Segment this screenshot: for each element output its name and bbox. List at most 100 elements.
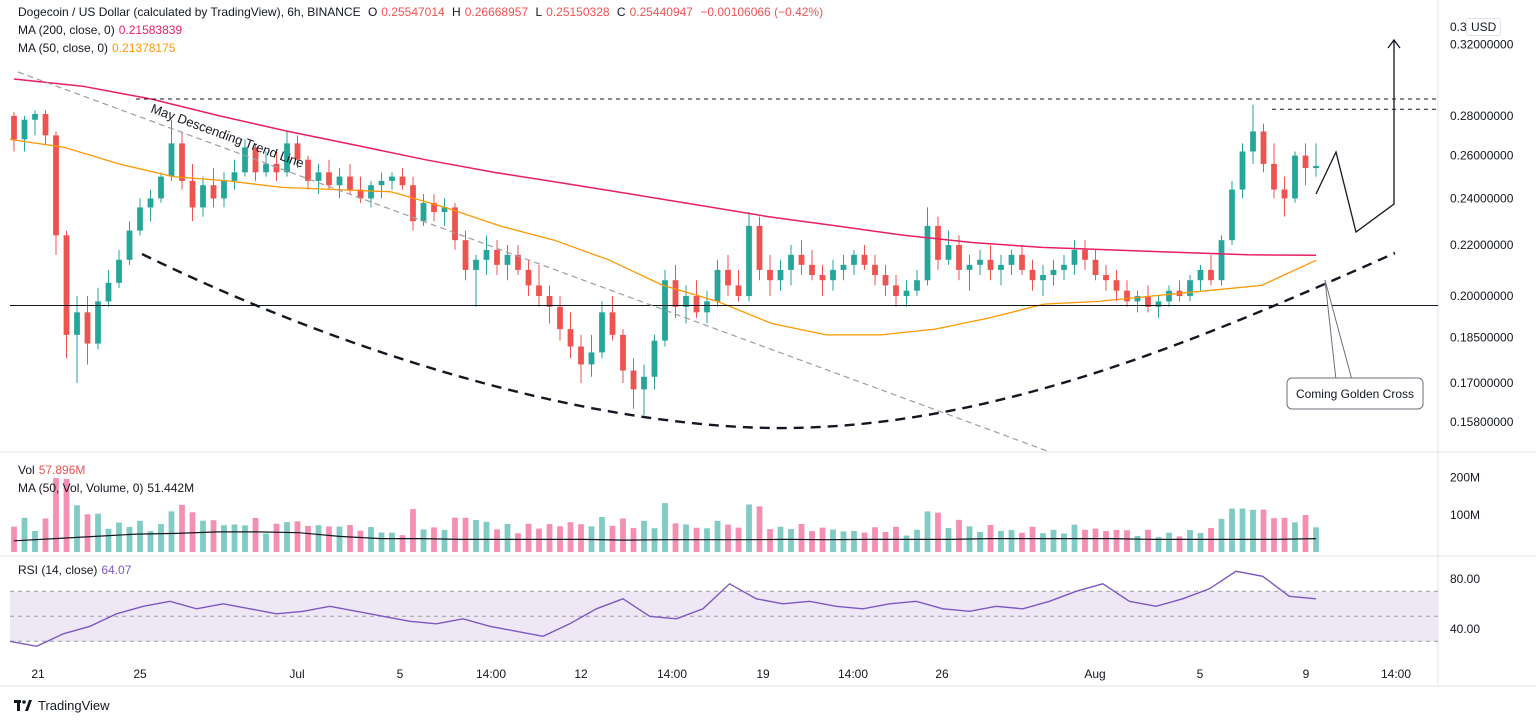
ma200-legend[interactable]: MA (200, close, 0) 0.21583839 <box>18 22 186 38</box>
currency-badge[interactable]: USD <box>1466 18 1502 36</box>
candle-body <box>567 329 574 347</box>
close-label: C <box>616 5 626 19</box>
volume-bar <box>1103 531 1109 552</box>
price-tick-label: 0.20000000 <box>1450 289 1514 303</box>
time-tick-label: 26 <box>935 667 949 681</box>
candle-body <box>1250 131 1256 152</box>
volume-bar <box>1302 515 1309 552</box>
projection-arrowhead <box>1387 38 1401 49</box>
volume-bar <box>368 527 374 552</box>
volume-bar <box>431 527 437 552</box>
rsi-pane[interactable] <box>9 570 1438 648</box>
volume-bar <box>32 530 38 552</box>
candle-body <box>483 249 490 260</box>
volume-bar <box>525 523 532 552</box>
candle-body <box>1145 296 1151 307</box>
time-tick-label: 5 <box>1197 667 1204 681</box>
volume-bar <box>441 529 448 552</box>
candle-body <box>525 269 532 286</box>
time-tick-label: 14:00 <box>657 667 687 681</box>
volume-bar <box>861 532 868 552</box>
volume-bar <box>105 528 112 552</box>
volume-bar <box>788 528 794 552</box>
vol-legend[interactable]: Vol 57.896M <box>18 462 89 478</box>
price-pane[interactable] <box>9 78 1319 416</box>
candle-body <box>1008 254 1015 265</box>
projection-path <box>1315 40 1395 234</box>
candle-body <box>452 207 458 241</box>
ma50-line <box>9 138 1317 336</box>
candle-body <box>1239 151 1246 190</box>
ma200-line <box>13 78 1317 257</box>
volume-bar <box>641 520 647 552</box>
symbol-legend: Dogecoin / US Dollar (calculated by Trad… <box>18 4 827 20</box>
candle-body <box>1218 240 1225 281</box>
candle-body <box>1029 269 1036 281</box>
rsi-tick-label: 40.00 <box>1450 622 1480 636</box>
candle-body <box>168 143 175 177</box>
volume-bar <box>53 478 59 552</box>
volume-bar <box>1313 527 1319 552</box>
volume-bar <box>357 530 364 552</box>
volume-bar <box>315 525 322 552</box>
candle-body <box>599 312 605 353</box>
candle-body <box>284 143 290 173</box>
candle-body <box>53 135 59 236</box>
vol-label: Vol <box>18 463 35 477</box>
ma50-legend[interactable]: MA (50, close, 0) 0.21378175 <box>18 40 179 56</box>
candle-body <box>1092 259 1099 276</box>
time-tick-label: 5 <box>397 667 404 681</box>
volume-bar <box>305 525 311 552</box>
volume-bar <box>21 517 28 552</box>
volume-bar <box>851 530 857 552</box>
footer-brand[interactable]: TradingView <box>14 698 110 713</box>
candle-body <box>1260 131 1267 164</box>
candle-body <box>1061 264 1067 270</box>
candle-body <box>441 207 448 212</box>
candle-body <box>462 240 469 270</box>
vol-value: 57.896M <box>38 463 86 477</box>
candle-body <box>1281 189 1288 199</box>
callout-label: Coming Golden Cross <box>1296 387 1414 401</box>
candle-body <box>137 207 143 231</box>
candle-body <box>347 176 353 190</box>
volume-bar <box>389 532 395 552</box>
volume-bar <box>284 522 290 552</box>
ma50-value: 0.21378175 <box>112 41 176 55</box>
volume-bar <box>147 531 154 552</box>
volume-bar <box>452 517 458 552</box>
candle-body <box>1050 269 1057 276</box>
candle-body <box>84 312 91 344</box>
candle-body <box>504 254 511 265</box>
volume-bar <box>945 528 952 552</box>
volume-bar <box>179 504 185 552</box>
volma-legend[interactable]: MA (50, Vol, Volume, 0) 51.442M <box>18 480 198 496</box>
candle-body <box>735 285 742 297</box>
candle-body <box>662 280 668 341</box>
candle-body <box>882 275 889 286</box>
volume-bar <box>200 520 206 552</box>
candle-body <box>147 198 154 208</box>
candle-body <box>641 376 647 390</box>
volume-bar <box>725 524 731 552</box>
volume-bar <box>977 531 983 552</box>
time-tick-label: 14:00 <box>1381 667 1411 681</box>
volume-bar <box>252 517 259 552</box>
volume-bar <box>1197 532 1204 552</box>
candle-body <box>315 172 322 181</box>
volume-bar <box>84 514 91 552</box>
volume-bar <box>1019 532 1025 552</box>
rsi-legend[interactable]: RSI (14, close) 64.07 <box>18 562 135 578</box>
candle-body <box>200 185 206 208</box>
time-tick-label: 9 <box>1303 667 1310 681</box>
candle-body <box>410 185 416 222</box>
axes: 0.3 0.32000000 0.28000000 0.26000000 0.24000… <box>31 20 1513 681</box>
volume-pane[interactable] <box>11 478 1319 552</box>
candle-body <box>420 202 427 222</box>
volume-bar <box>326 526 332 552</box>
volume-bar <box>1176 536 1183 552</box>
trend-line <box>17 71 1051 453</box>
high-label: H <box>452 5 461 19</box>
candle-body <box>473 259 479 270</box>
